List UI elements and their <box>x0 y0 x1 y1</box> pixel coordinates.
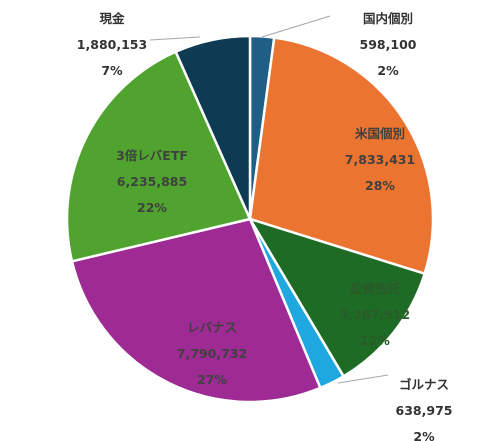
slice-percent-label: 28% <box>365 178 395 193</box>
slice-category-label: ゴルナス <box>399 377 449 392</box>
slice-percent-label: 7% <box>101 63 123 78</box>
slice-label: 米国個別 7,833,431 28% <box>345 126 415 193</box>
leader-line <box>261 15 331 38</box>
slice-value-label: 3,287,912 <box>340 307 410 322</box>
slice-percent-label: 2% <box>377 63 399 78</box>
pie-slices <box>65 34 435 404</box>
slice-label: レバナス 7,790,732 27% <box>177 320 247 387</box>
slice-percent-label: 27% <box>197 372 227 387</box>
slice-percent-label: 12% <box>360 333 390 348</box>
slice-label: 投資信託 3,287,912 12% <box>340 281 410 348</box>
leader-lines <box>149 15 389 384</box>
slice-value-label: 1,880,153 <box>77 37 147 52</box>
slice-category-label: 現金 <box>99 11 125 26</box>
slice-category-label: 国内個別 <box>363 11 413 26</box>
pie-slice <box>174 34 252 221</box>
slice-value-label: 7,833,431 <box>345 152 415 167</box>
slice-category-label: レバナス <box>187 320 237 335</box>
leader-line <box>149 36 201 41</box>
slice-category-label: 米国個別 <box>354 126 405 141</box>
leader-line <box>337 374 389 384</box>
slice-label: 国内個別 598,100 2% <box>360 11 417 78</box>
slice-value-label: 638,975 <box>396 403 453 418</box>
slice-percent-label: 22% <box>137 200 167 215</box>
slice-category-label: 3倍レバETF <box>116 148 188 163</box>
pie-slice <box>248 36 435 275</box>
slice-value-label: 7,790,732 <box>177 346 247 361</box>
slice-label: 3倍レバETF 6,235,885 22% <box>116 148 188 215</box>
slice-percent-label: 2% <box>413 429 435 441</box>
slice-category-label: 投資信託 <box>350 281 401 296</box>
slice-labels: 国内個別 598,100 2% 米国個別 7,833,431 28% 投資信託 3,287,9… <box>77 11 453 441</box>
pie-slice <box>248 217 426 378</box>
slice-value-label: 598,100 <box>360 37 417 52</box>
pie-slice <box>65 50 252 263</box>
slice-label: 現金 1,880,153 7% <box>77 11 147 78</box>
slice-value-label: 6,235,885 <box>117 174 187 189</box>
slice-label: ゴルナス 638,975 2% <box>396 377 453 441</box>
pie-slice <box>70 217 322 404</box>
